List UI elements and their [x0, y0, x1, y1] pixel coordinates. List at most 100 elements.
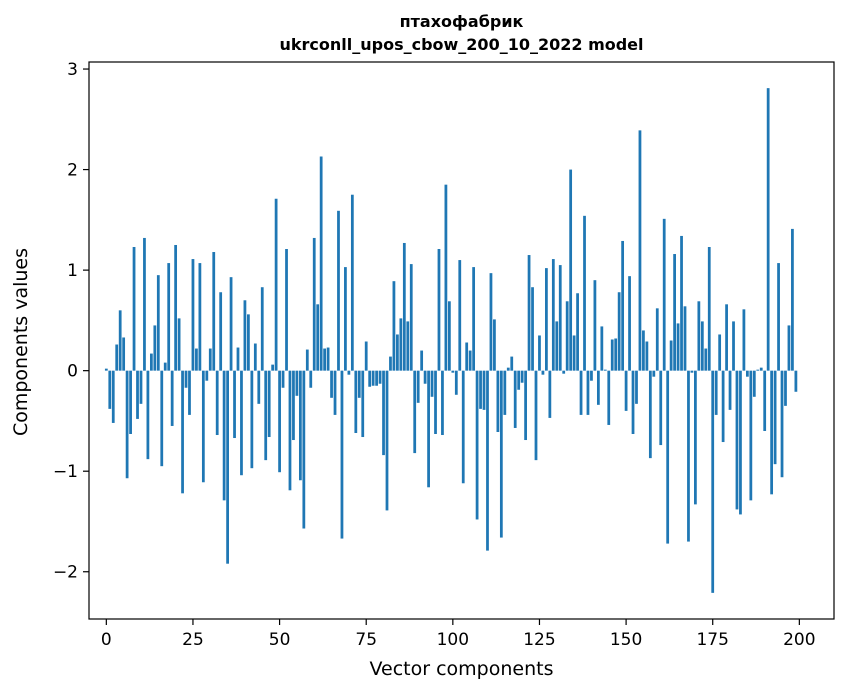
bar	[195, 348, 198, 371]
bar	[163, 362, 167, 371]
bar	[247, 314, 250, 371]
bar	[264, 370, 268, 461]
bar	[337, 210, 340, 371]
bar	[545, 268, 548, 371]
bar	[714, 370, 718, 415]
x-tick-label: 175	[696, 630, 728, 650]
bar	[756, 369, 760, 371]
bar	[565, 301, 569, 371]
bar	[759, 367, 763, 371]
bar	[579, 370, 583, 415]
bar	[312, 237, 316, 371]
bar	[541, 370, 545, 375]
bar	[659, 370, 663, 446]
bar	[288, 370, 292, 491]
bar	[631, 370, 635, 434]
bar	[364, 341, 368, 371]
bar	[461, 370, 465, 484]
bar	[444, 184, 448, 371]
bar	[143, 237, 146, 371]
bar	[694, 370, 697, 505]
bar	[392, 281, 396, 371]
bar	[465, 342, 469, 371]
bar	[253, 343, 257, 371]
x-tick-label: 150	[610, 630, 642, 650]
bar	[219, 292, 223, 371]
bar	[323, 348, 327, 371]
bar	[704, 348, 708, 371]
bar	[551, 259, 555, 371]
bar	[333, 370, 337, 415]
bar	[118, 310, 122, 371]
bar	[721, 370, 725, 443]
bar	[690, 370, 694, 373]
bar	[191, 259, 195, 371]
bar	[745, 370, 749, 377]
bar	[468, 350, 472, 371]
y-axis-ticks: −2 −1 0 1 2 3	[53, 60, 89, 583]
bar	[680, 235, 683, 371]
bar	[739, 370, 742, 515]
bar	[777, 263, 780, 371]
bar	[184, 370, 188, 388]
bar	[278, 370, 281, 473]
bar	[271, 364, 275, 371]
bar	[735, 370, 739, 510]
bar	[361, 370, 365, 438]
bar	[125, 370, 129, 479]
bar	[506, 367, 510, 371]
bar	[406, 321, 410, 371]
bar	[201, 370, 205, 483]
bar	[503, 370, 507, 415]
bar	[607, 370, 611, 425]
bar	[586, 370, 590, 415]
bar	[648, 370, 652, 459]
bar	[434, 370, 437, 434]
bar	[274, 198, 278, 371]
bar	[309, 370, 313, 388]
bar	[572, 335, 576, 371]
bar	[621, 240, 625, 371]
y-tick-label: 3	[67, 60, 78, 80]
bar	[188, 370, 191, 415]
bar	[763, 370, 767, 431]
chart-title: птахофабрик	[399, 12, 524, 31]
bar	[524, 370, 527, 441]
bar	[371, 370, 375, 386]
bar	[205, 370, 209, 381]
bar	[700, 321, 704, 371]
bar	[326, 347, 330, 371]
bar	[513, 370, 517, 428]
bar	[420, 350, 424, 371]
bars-layer	[104, 88, 798, 593]
x-axis-ticks: 0 25 50 75 100 125 150 175 200	[101, 619, 816, 650]
bar	[770, 370, 774, 495]
bar	[340, 370, 344, 539]
bar	[292, 370, 295, 441]
bar	[243, 300, 247, 371]
bar	[285, 249, 288, 371]
x-tick-label: 25	[182, 630, 204, 650]
chart-subtitle: ukrconll_upos_cbow_200_10_2022 model	[279, 35, 644, 54]
bar	[295, 370, 299, 396]
bar	[562, 370, 566, 374]
bar	[596, 370, 600, 405]
bar	[676, 323, 680, 371]
bar	[136, 370, 139, 419]
bar	[222, 370, 226, 501]
bar	[534, 370, 538, 461]
bar	[787, 325, 791, 371]
bar	[742, 309, 746, 371]
bar	[115, 344, 119, 371]
bar	[531, 287, 534, 371]
bar	[517, 370, 521, 390]
x-axis-label: Vector components	[369, 658, 554, 680]
y-tick-label: 1	[67, 261, 78, 281]
y-axis-label: Components values	[10, 247, 32, 437]
bar	[215, 370, 219, 436]
bar	[472, 267, 476, 371]
bar	[773, 370, 777, 465]
bar	[129, 370, 132, 434]
bar	[475, 370, 479, 520]
bar	[707, 247, 711, 371]
